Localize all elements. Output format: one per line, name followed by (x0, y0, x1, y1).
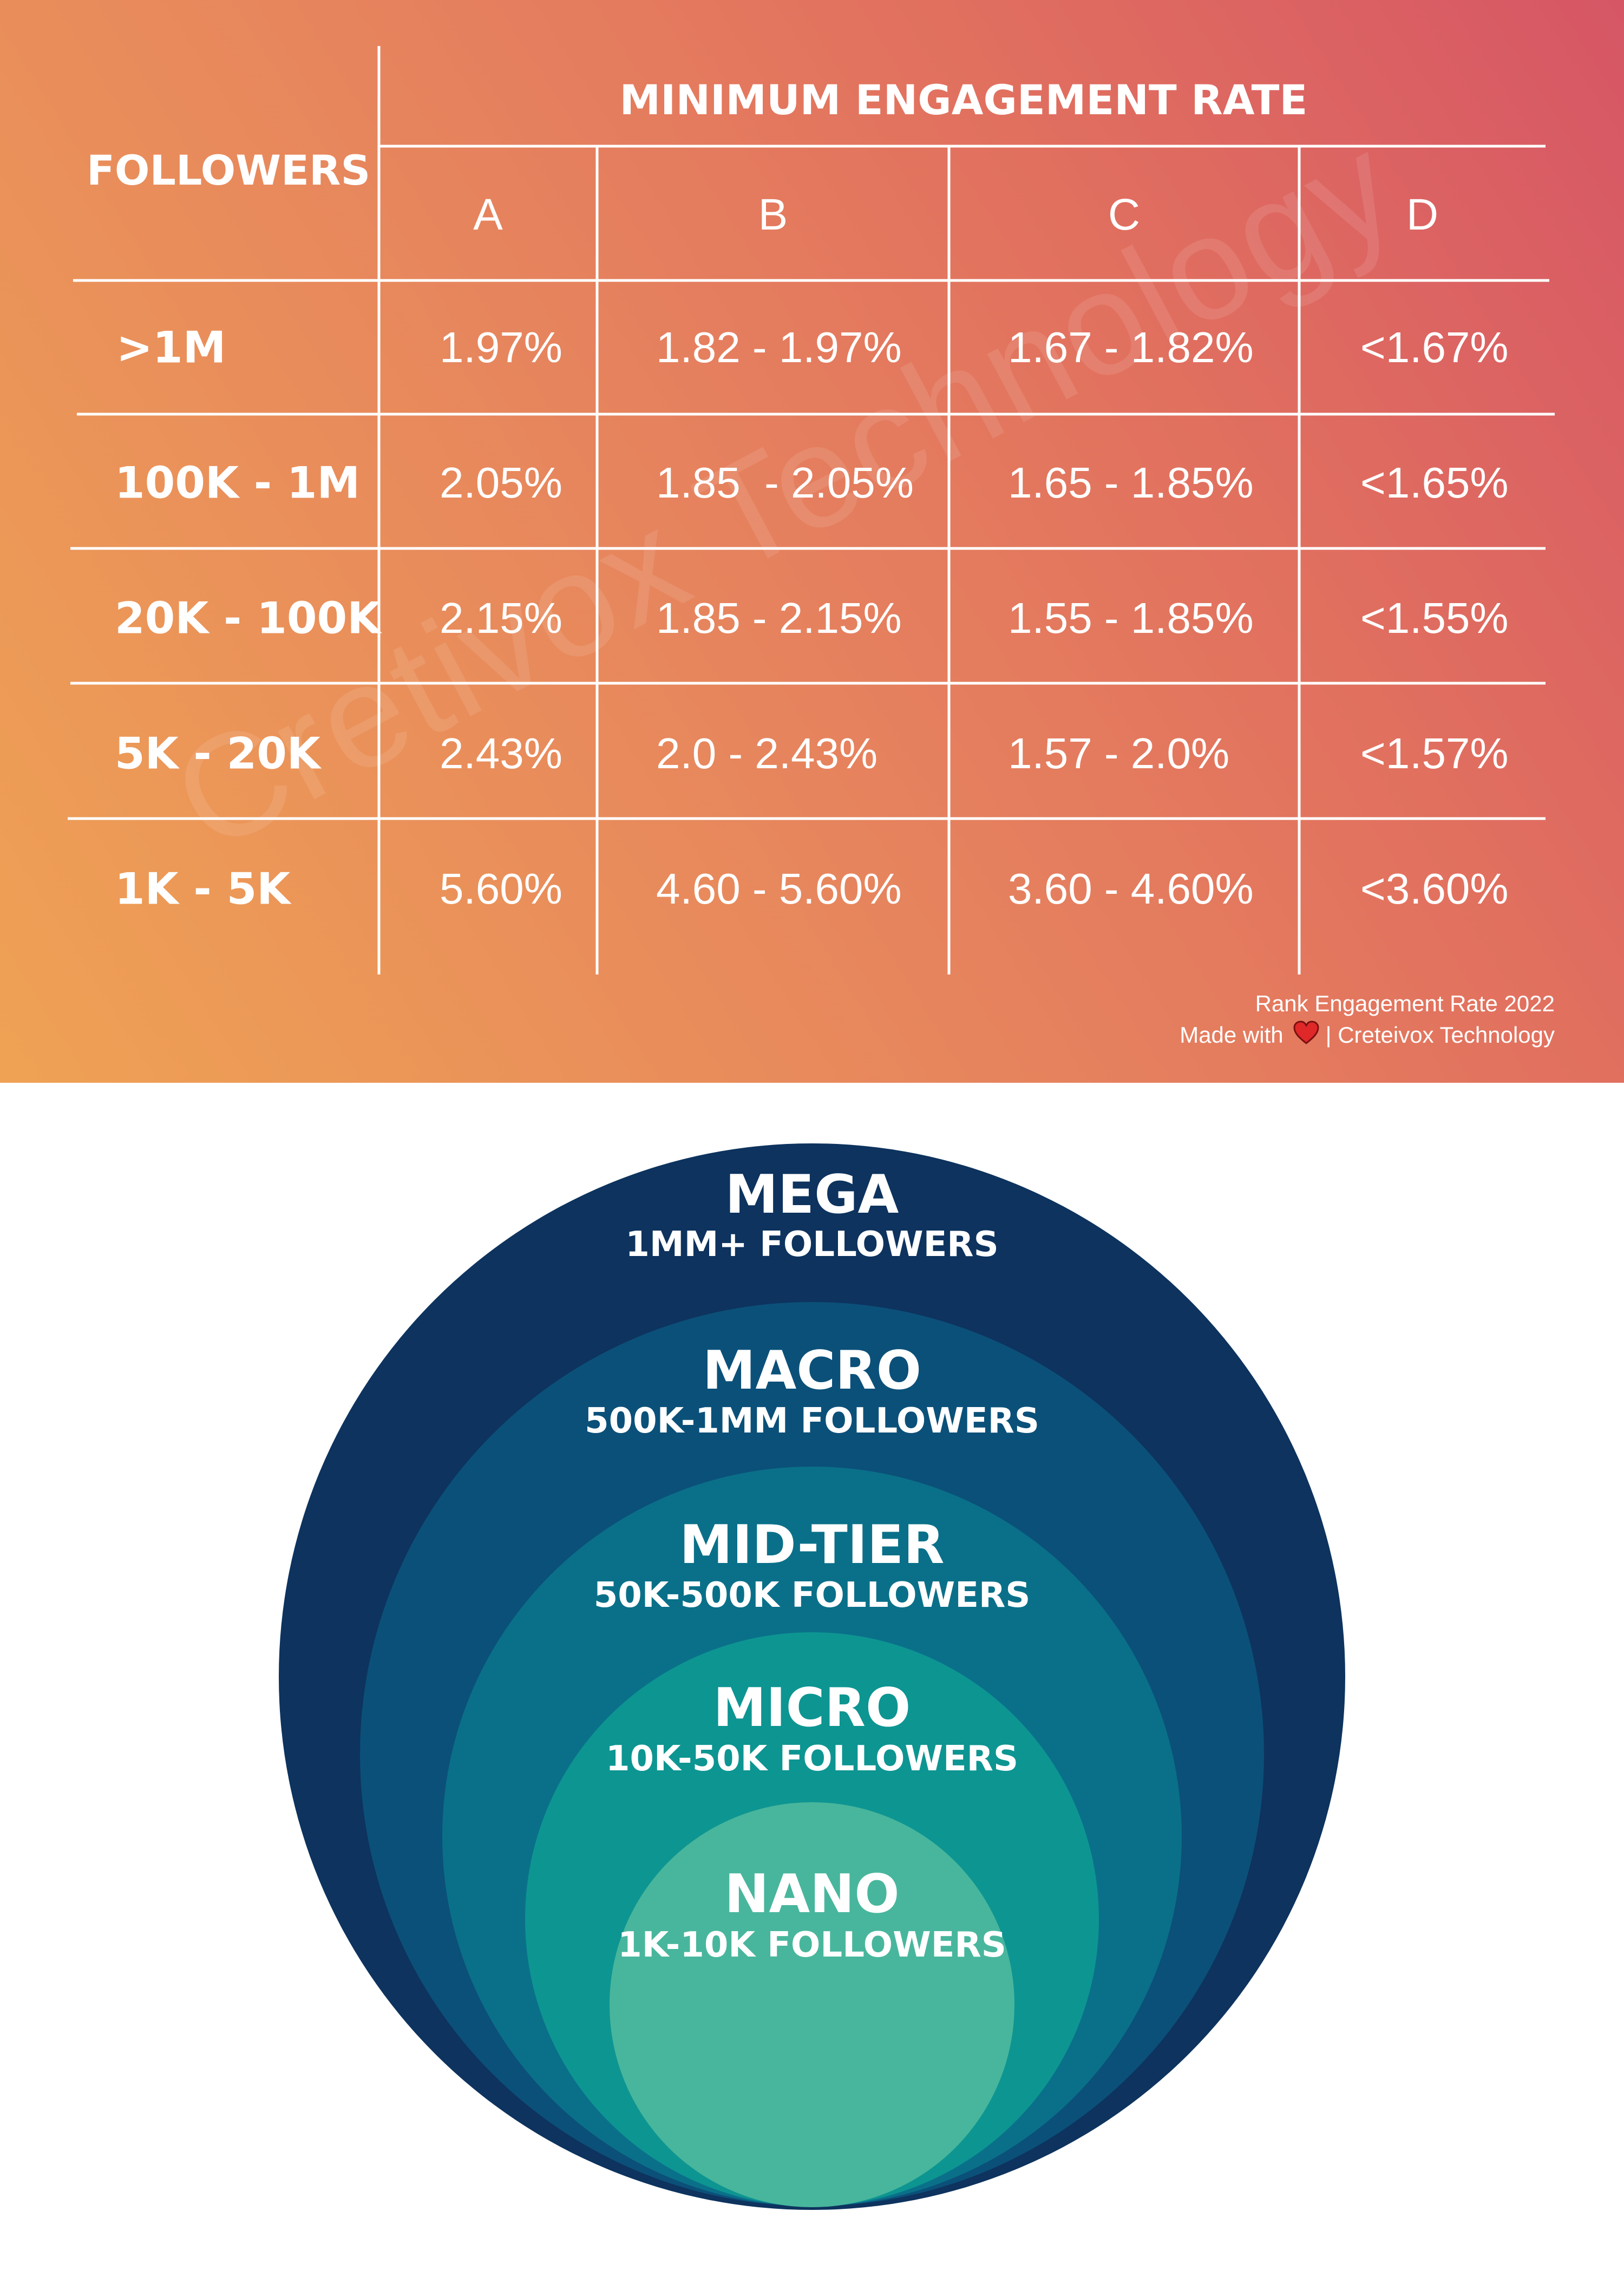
tier-name-mid-tier: MID-TIER (679, 1514, 945, 1576)
table-cell: 2.15% (440, 594, 562, 642)
made-with-text: Made with (1180, 1022, 1284, 1048)
tier-name-micro: MICRO (713, 1677, 911, 1739)
table-grid (68, 46, 1555, 974)
table-cell: 5.60% (440, 865, 562, 913)
tier-followers-nano: 1K-10K FOLLOWERS (618, 1925, 1006, 1965)
table-cell: 4.60 - 5.60% (656, 865, 902, 913)
table-cell: 2.43% (440, 729, 562, 777)
table-cell: 1.85 - 2.05% (656, 459, 914, 507)
engagement-rate-panel: Cretivox Technology FOLLOWERS MINIMUM EN… (0, 0, 1624, 1083)
column-header-c: C (1108, 190, 1141, 239)
column-header-a: A (473, 190, 503, 239)
column-header-d: D (1406, 190, 1439, 239)
footer-title: Rank Engagement Rate 2022 (1255, 991, 1555, 1016)
tier-name-nano: NANO (724, 1863, 900, 1925)
table-cell: 1.85 - 2.15% (656, 594, 902, 642)
table-cell: 1.55 - 1.85% (1008, 594, 1254, 642)
table-cell: 1.97% (440, 323, 562, 371)
table-cell: <3.60% (1360, 865, 1509, 913)
table-cell: 1.57 - 2.0% (1008, 729, 1230, 777)
table-cell: 2.0 - 2.43% (656, 729, 878, 777)
table-cell: <1.65% (1360, 459, 1509, 507)
row-label: >1M (116, 322, 226, 373)
footer-credits: Rank Engagement Rate 2022 Made with | Cre… (1180, 988, 1555, 1052)
tier-name-mega: MEGA (725, 1164, 899, 1226)
table-cell: <1.57% (1360, 729, 1509, 777)
table-cell: 1.67 - 1.82% (1008, 323, 1254, 371)
table-cell: 1.82 - 1.97% (656, 323, 902, 371)
tier-circle-nano (610, 1802, 1014, 2207)
table-cell: 3.60 - 4.60% (1008, 865, 1254, 913)
table-cell: <1.67% (1360, 323, 1509, 371)
tier-followers-mid-tier: 50K-500K FOLLOWERS (593, 1575, 1031, 1615)
row-label: 100K - 1M (115, 457, 361, 508)
credit-text: | Creteivox Technology (1325, 1022, 1555, 1048)
row-label: 5K - 20K (115, 728, 320, 779)
column-header-b: B (758, 190, 788, 239)
table-cell: <1.55% (1360, 594, 1509, 642)
tier-followers-mega: 1MM+ FOLLOWERS (625, 1225, 999, 1265)
row-label: 1K - 5K (115, 864, 291, 914)
footer-credit-line: Made with | Creteivox Technology (1180, 1019, 1555, 1052)
tier-followers-macro: 500K-1MM FOLLOWERS (585, 1401, 1039, 1441)
followers-header: FOLLOWERS (87, 146, 371, 194)
table-cell: 1.65 - 1.85% (1008, 459, 1254, 507)
min-engagement-rate-header: MINIMUM ENGAGEMENT RATE (619, 76, 1308, 124)
heart-icon (1293, 1021, 1319, 1052)
table-cell: 2.05% (440, 459, 562, 507)
influencer-tiers-diagram (279, 1143, 1345, 2210)
row-label: 20K - 100K (115, 593, 381, 644)
tier-name-macro: MACRO (702, 1340, 922, 1402)
tier-followers-micro: 10K-50K FOLLOWERS (605, 1739, 1019, 1779)
